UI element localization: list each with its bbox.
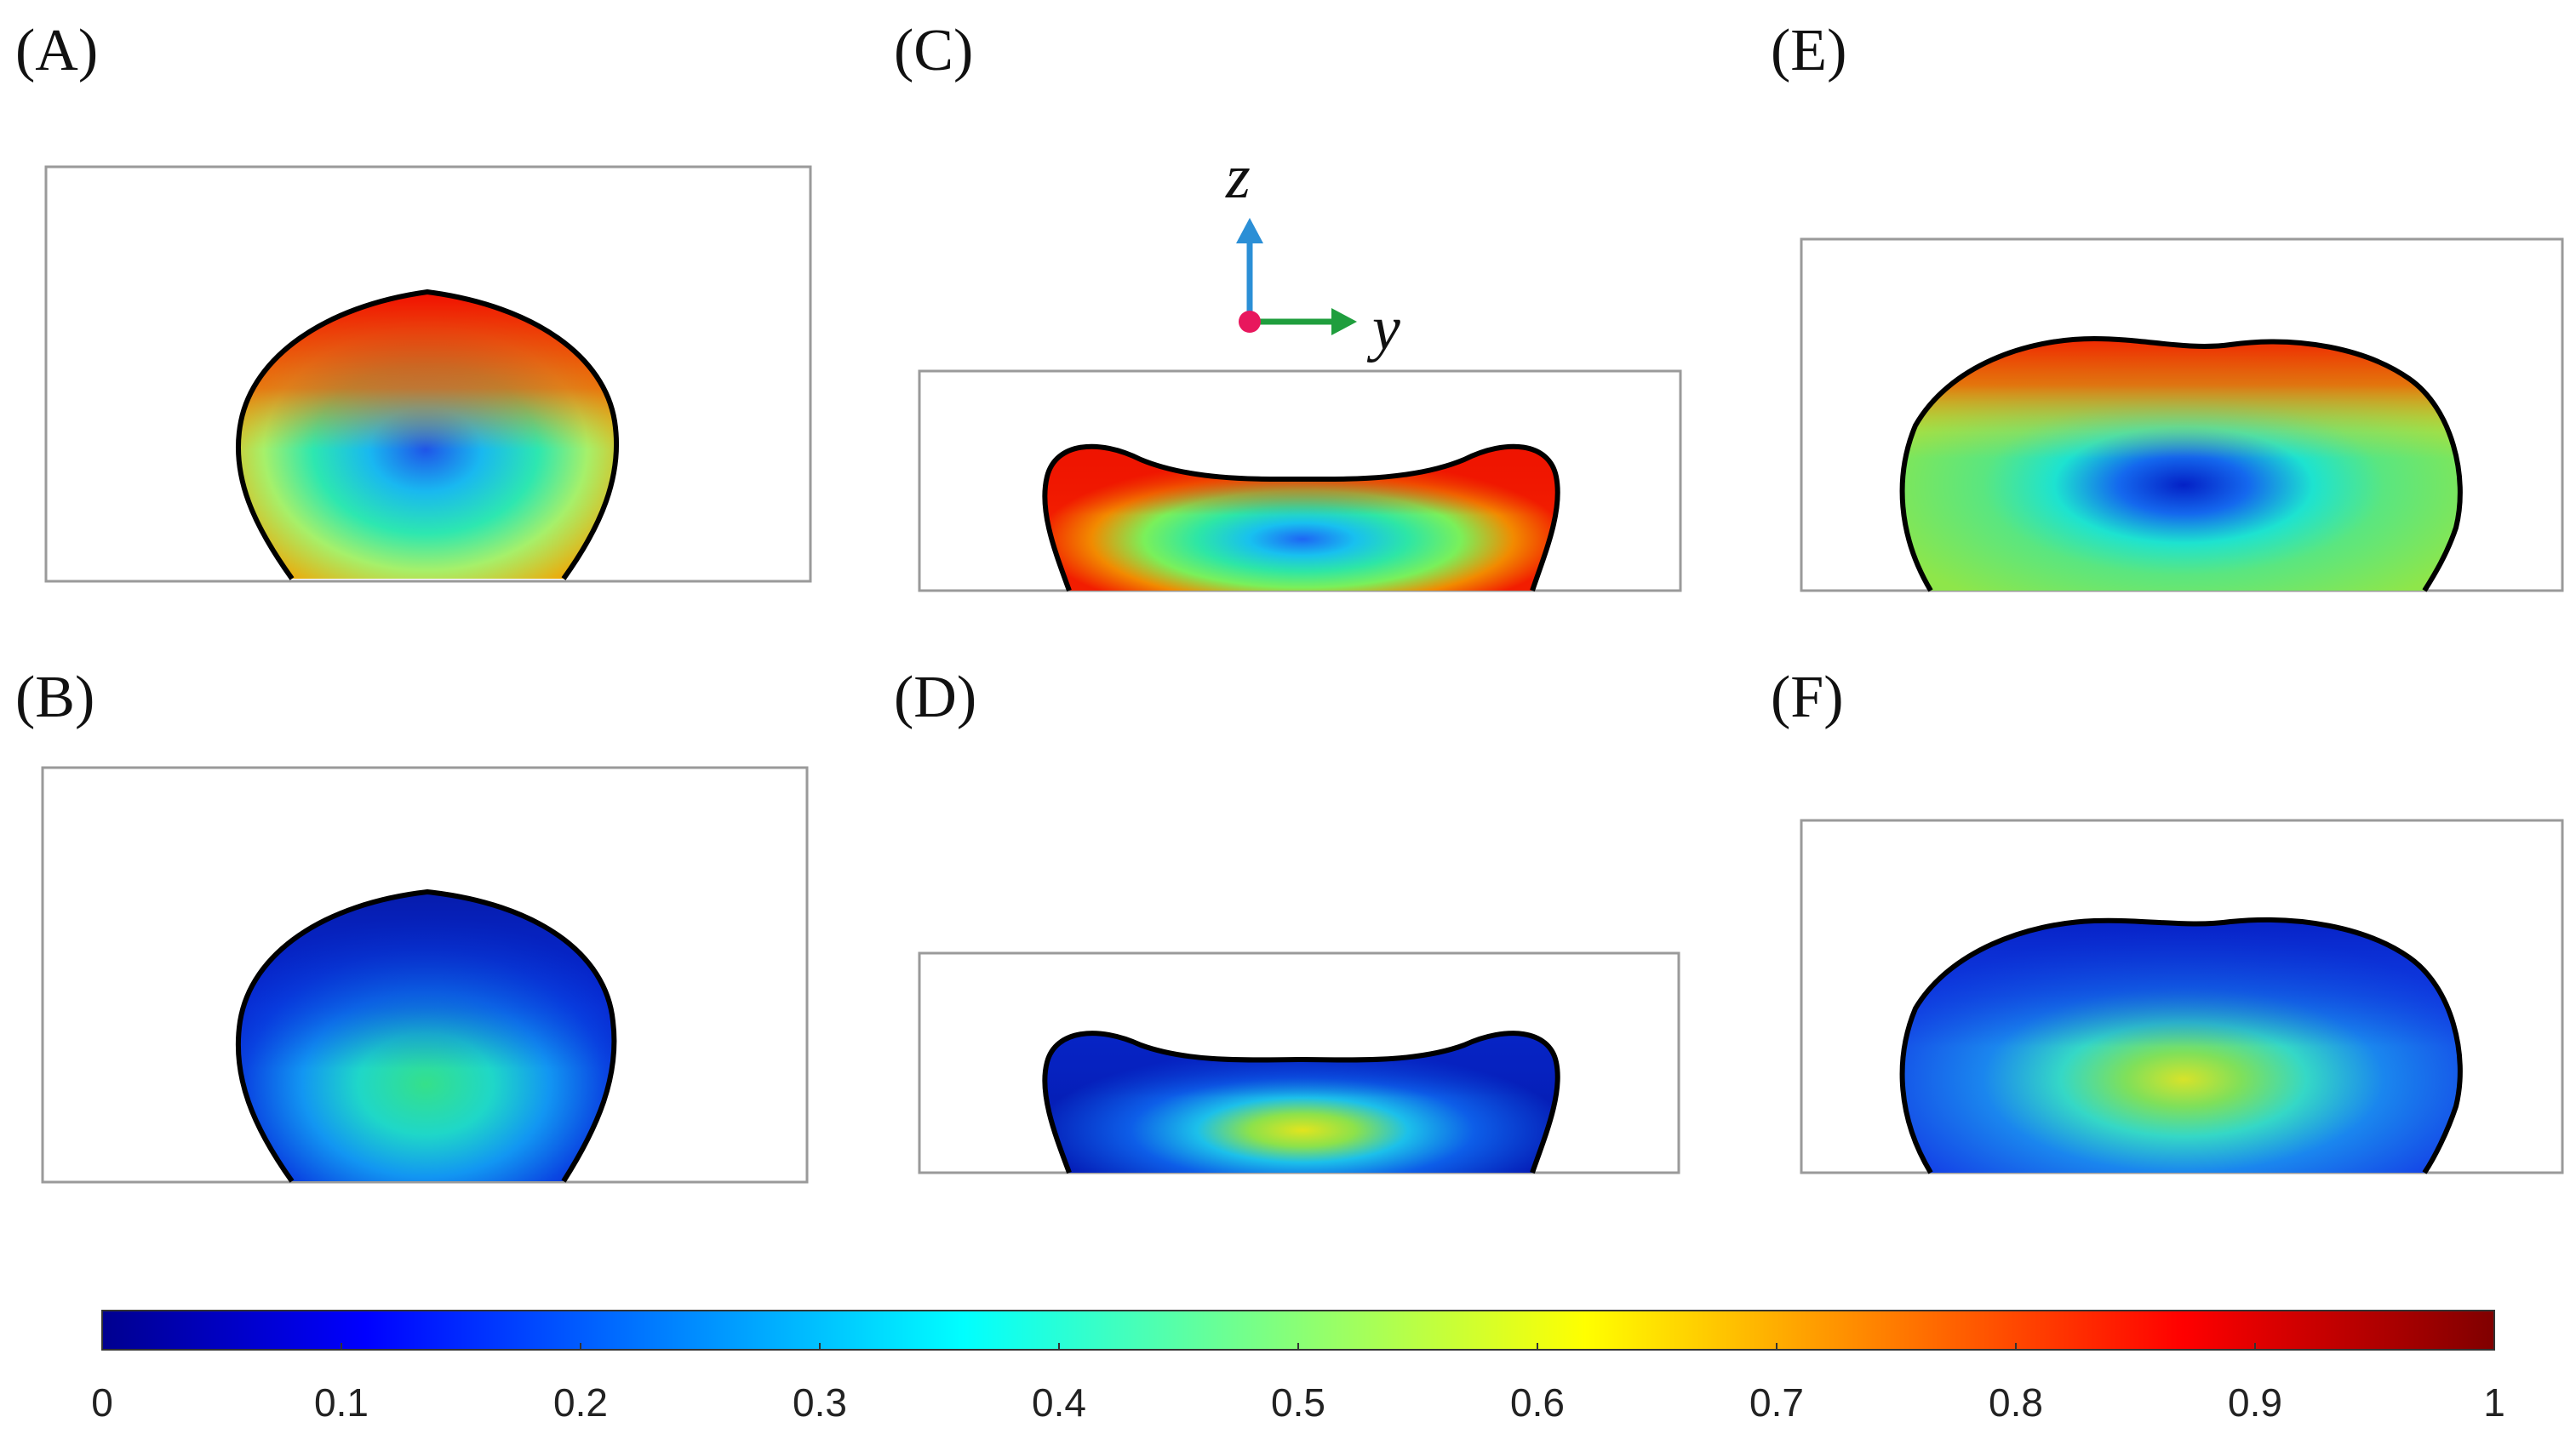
colorbar-tick-label: 1 [2483,1380,2505,1425]
droplet-field-e [1902,339,2460,591]
panel-d: (D) [894,665,1680,1174]
panel-b: (B) [15,665,809,1184]
y-arrowhead [1331,308,1357,335]
panel-label-c: (C) [894,18,973,83]
axes-indicator: z y [1225,142,1400,363]
droplet-field-f [1902,919,2460,1173]
droplet-outline-f [1899,917,2463,1174]
panel-label-e: (E) [1771,18,1846,83]
droplet-outline-a [236,289,620,580]
droplet-field-c [1045,446,1558,591]
colorbar-ticks: 0 0.1 0.2 0.3 0.4 0.5 0.6 0.7 0.8 0.9 1 [91,1343,2505,1425]
panel-c: (C) z y [894,18,1682,592]
colorbar-tick-label: 0.3 [793,1380,847,1425]
colorbar-tick-label: 0.9 [2228,1380,2282,1425]
panel-f: (F) [1771,665,2564,1174]
panel-label-d: (D) [894,665,976,730]
panel-label-b: (B) [15,665,94,730]
y-axis-label: y [1366,294,1400,363]
panel-e: (E) [1771,18,2564,592]
colorbar-tick-label: 0.1 [314,1380,369,1425]
colorbar-tick-label: 0.8 [1989,1380,2043,1425]
panel-label-a: (A) [15,18,98,83]
colorbar-tick-label: 0.2 [553,1380,608,1425]
colorbar-tick-label: 0 [91,1380,113,1425]
droplet-outline-b [235,889,617,1183]
droplet-field-b [238,892,615,1181]
colorbar-tick-label: 0.6 [1510,1380,1565,1425]
droplet-outline-e [1899,336,2463,592]
colorbar-tick-label: 0.7 [1749,1380,1804,1425]
panel-a: (A) [15,18,812,583]
droplet-outline-d [1042,1031,1560,1174]
panel-label-f: (F) [1771,665,1844,730]
z-arrowhead [1236,218,1263,243]
droplet-outline-c [1042,443,1560,592]
colorbar-tick-label: 0.4 [1032,1380,1086,1425]
colorbar: 0 0.1 0.2 0.3 0.4 0.5 0.6 0.7 0.8 0.9 1 [91,1310,2505,1425]
origin-dot [1239,311,1261,333]
colorbar-tick-label: 0.5 [1271,1380,1325,1425]
z-axis-label: z [1225,142,1251,212]
